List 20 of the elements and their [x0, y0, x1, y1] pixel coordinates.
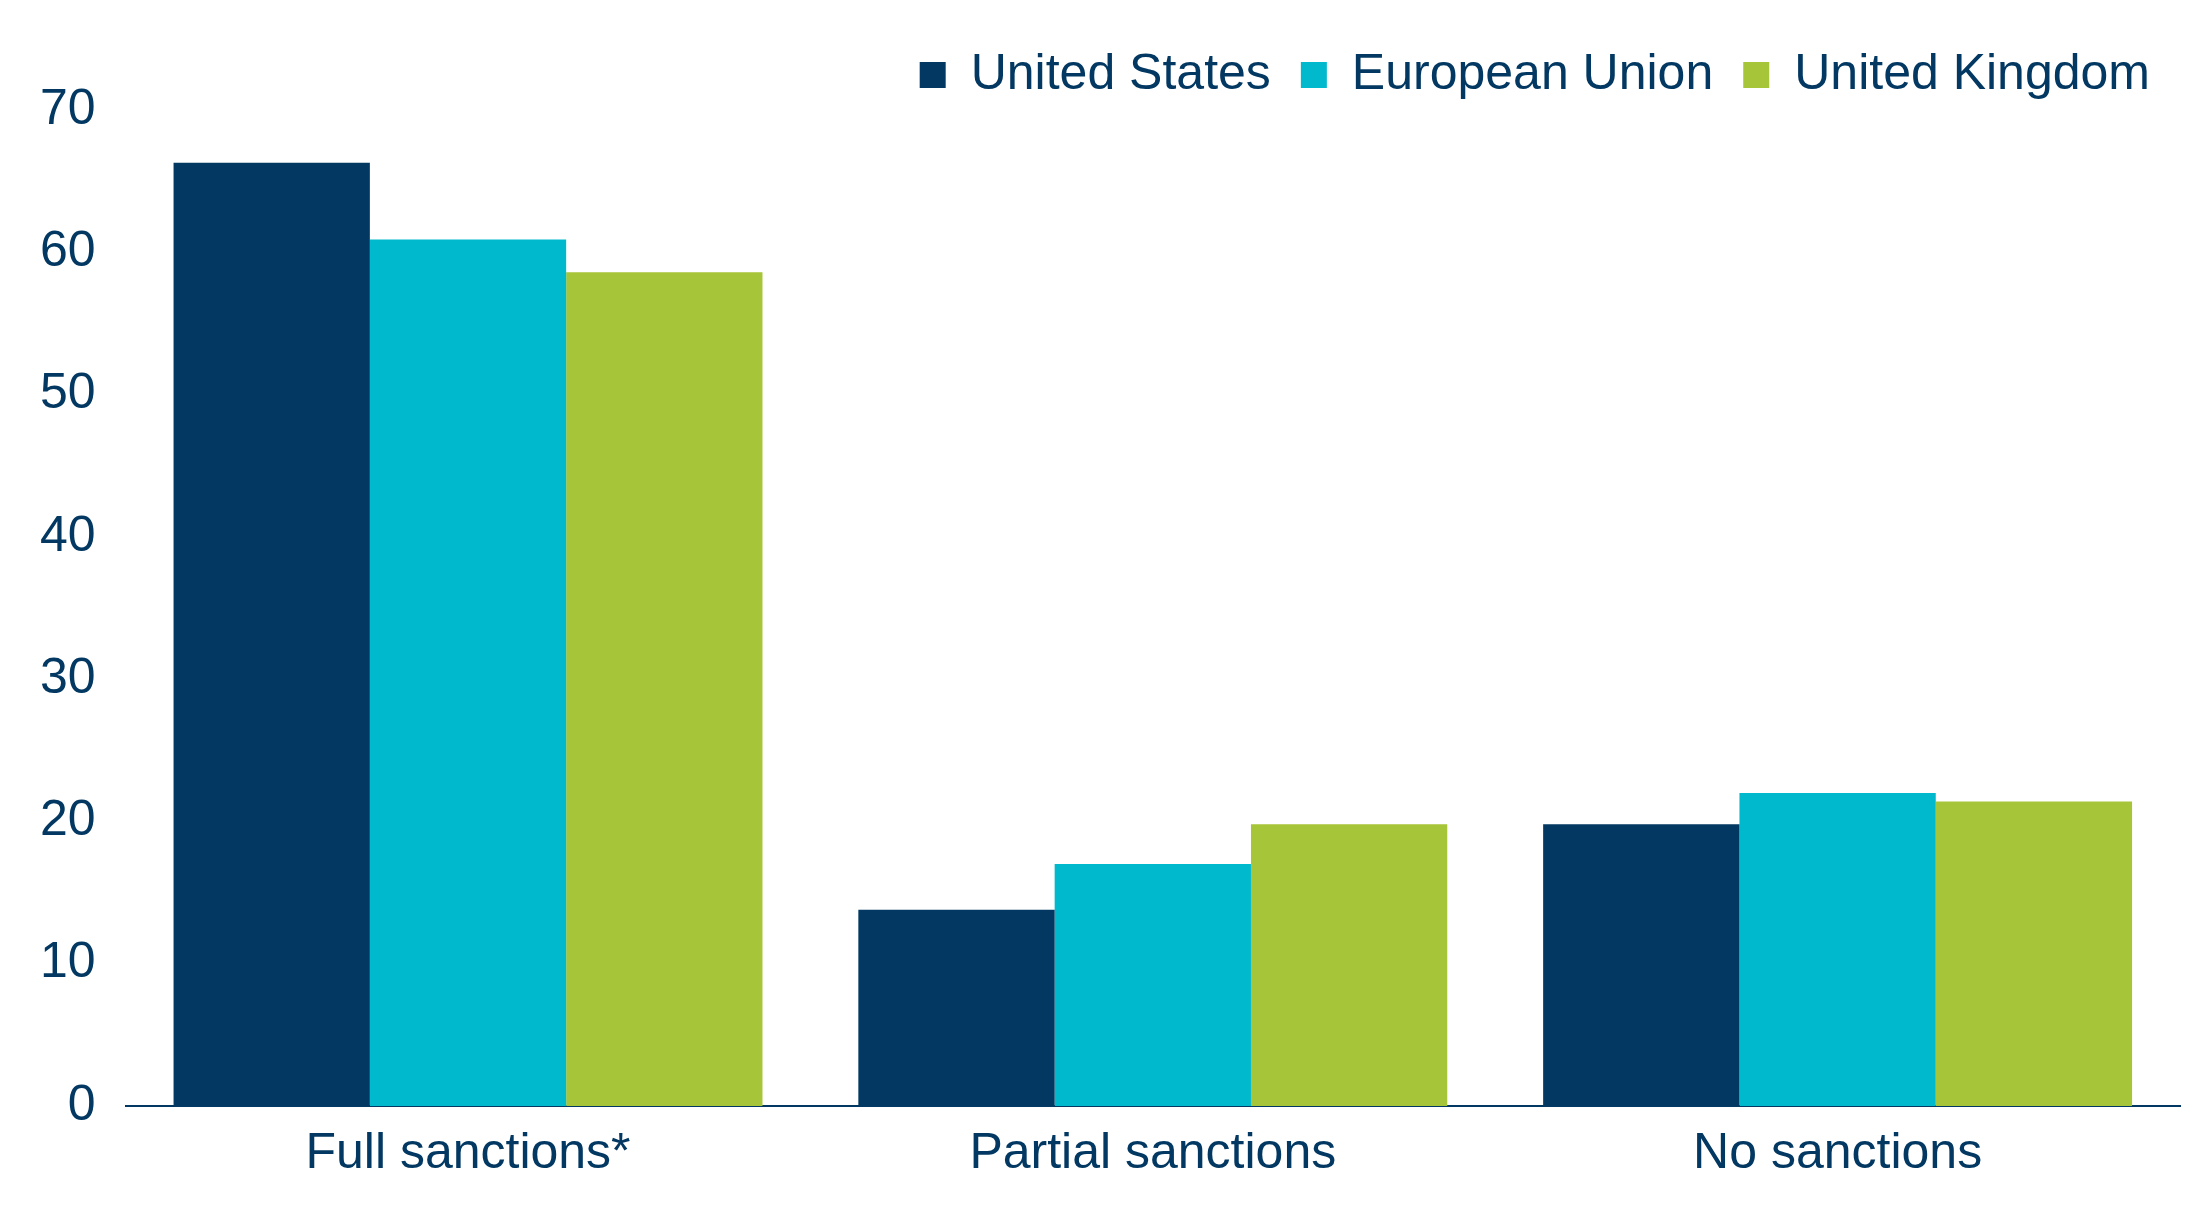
bar [1739, 792, 1936, 1106]
bar [566, 272, 763, 1106]
bar [1054, 864, 1251, 1106]
x-tick-label: Full sanctions* [305, 1122, 631, 1179]
y-tick-label: 60 [39, 221, 96, 278]
legend-label: European Union [1351, 43, 1714, 100]
bar [1250, 824, 1448, 1106]
bar [1935, 801, 2133, 1106]
y-tick-label: 70 [39, 78, 96, 135]
y-tick-label: 20 [39, 790, 96, 847]
y-tick-label: 50 [39, 363, 96, 420]
x-tick-label: No sanctions [1693, 1122, 1983, 1179]
bar [369, 239, 567, 1106]
x-tick-label: Partial sanctions [969, 1122, 1337, 1179]
y-tick-label: 10 [39, 932, 96, 989]
y-tick-label: 30 [39, 647, 96, 704]
legend-label: United States [970, 43, 1271, 100]
legend-label: United Kingdom [1794, 43, 2150, 100]
y-tick-label: 40 [39, 505, 96, 562]
y-tick-label: 0 [67, 1074, 96, 1131]
